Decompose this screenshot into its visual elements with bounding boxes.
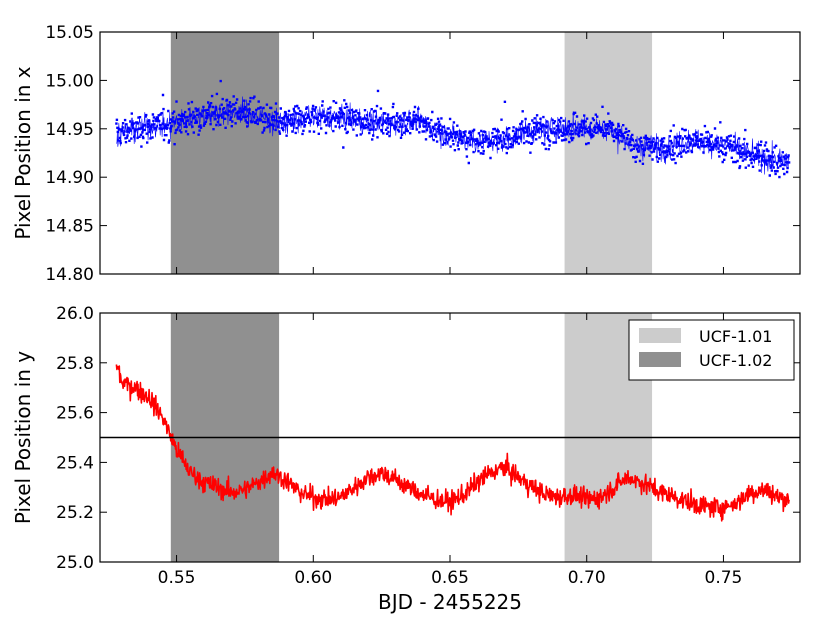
x-tick-label: 0.55	[158, 568, 196, 588]
series-line-1	[115, 364, 790, 522]
x-tick-label: 0.65	[431, 568, 469, 588]
series-scatter-1	[115, 79, 791, 179]
y-tick-label: 14.80	[45, 265, 94, 285]
y-tick-label: 14.95	[45, 120, 94, 140]
y-tick-label: 25.6	[56, 404, 94, 424]
y-tick-label: 25.2	[56, 503, 94, 523]
x-tick-label: 0.60	[294, 568, 332, 588]
y-tick-label: 15.05	[45, 23, 94, 43]
y-tick-label: 25.8	[56, 354, 94, 374]
series-trace	[116, 96, 790, 175]
legend: UCF-1.01 UCF-1.02	[628, 319, 795, 381]
y-tick-label: 26.0	[56, 304, 94, 324]
y-axis-label: Pixel Position in x	[11, 66, 35, 239]
y-tick-label: 14.85	[45, 217, 94, 237]
legend-swatch	[639, 328, 681, 343]
x-tick-label: 0.75	[705, 568, 743, 588]
y-tick-label: 25.0	[56, 553, 94, 573]
y-tick-label: 25.4	[56, 453, 94, 473]
legend-swatch	[639, 352, 681, 367]
chart-panel-1: 14.80 14.85 14.90 14.95 15.00 15.05 Pixel Posi…	[11, 23, 801, 285]
y-axis-label: Pixel Position in y	[11, 351, 35, 524]
y-tick-label: 14.90	[45, 168, 94, 188]
shaded-region-1	[170, 32, 280, 274]
x-tick-label: 0.70	[568, 568, 606, 588]
shaded-region-2	[564, 32, 653, 274]
chart-panel-2: 25.0 25.2 25.4 25.6 25.8 26.0 0.55 0.60 0.65 0.70…	[11, 304, 801, 614]
y-tick-label: 15.00	[45, 71, 94, 91]
x-axis-label: BJD - 2455225	[378, 590, 522, 614]
legend-label: UCF-1.01	[699, 327, 772, 346]
legend-label: UCF-1.02	[699, 351, 772, 370]
